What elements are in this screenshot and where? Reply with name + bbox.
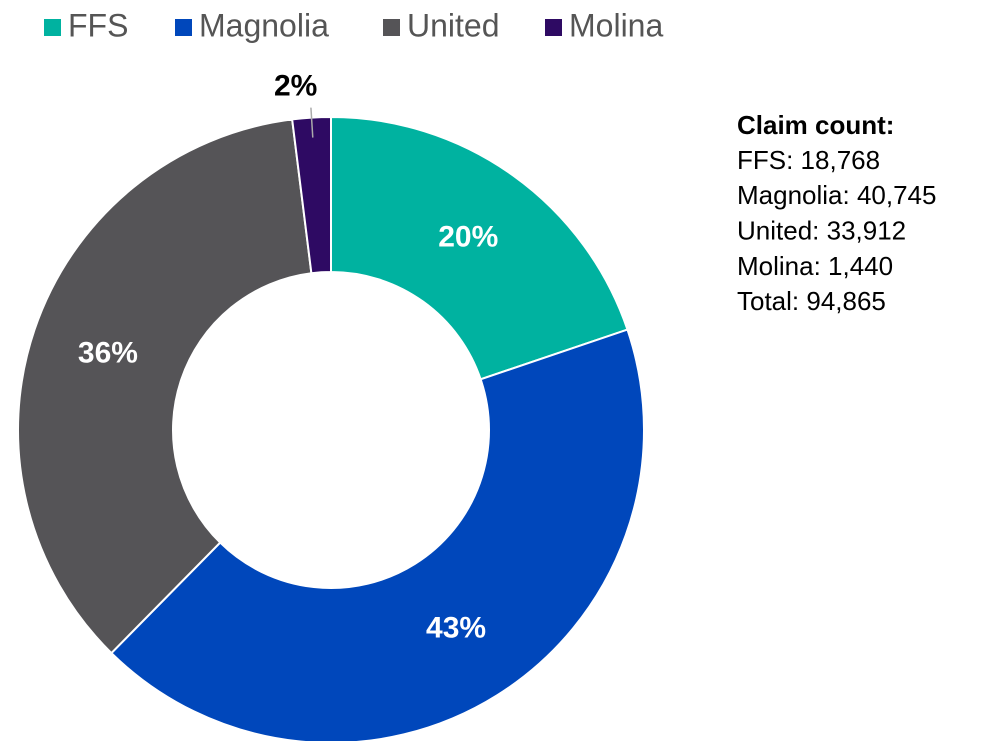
annotation-title: Claim count: — [737, 110, 894, 140]
legend-label: Magnolia — [199, 7, 329, 43]
annotation-line: United: 33,912 — [737, 215, 906, 245]
data-label: 36% — [78, 336, 138, 369]
data-label: 43% — [426, 611, 486, 644]
donut-slice — [17, 118, 313, 655]
annotation-line: FFS: 18,768 — [737, 145, 880, 175]
legend-swatch — [44, 19, 61, 36]
legend-swatch — [545, 19, 562, 36]
annotation-line: Total: 94,865 — [737, 286, 886, 316]
donut-slice — [291, 115, 332, 275]
legend-label: Molina — [569, 7, 663, 43]
leader-line — [310, 107, 314, 138]
legend-swatch — [175, 19, 192, 36]
donut-slice — [109, 328, 645, 741]
annotation-line: Magnolia: 40,745 — [737, 180, 936, 210]
annotation-line: Molina: 1,440 — [737, 251, 893, 281]
legend-label: FFS — [68, 7, 128, 43]
data-label: 20% — [438, 221, 498, 254]
legend-swatch — [383, 19, 400, 36]
donut-slice — [330, 115, 629, 381]
data-label: 2% — [274, 70, 317, 103]
legend-label: United — [407, 7, 500, 43]
